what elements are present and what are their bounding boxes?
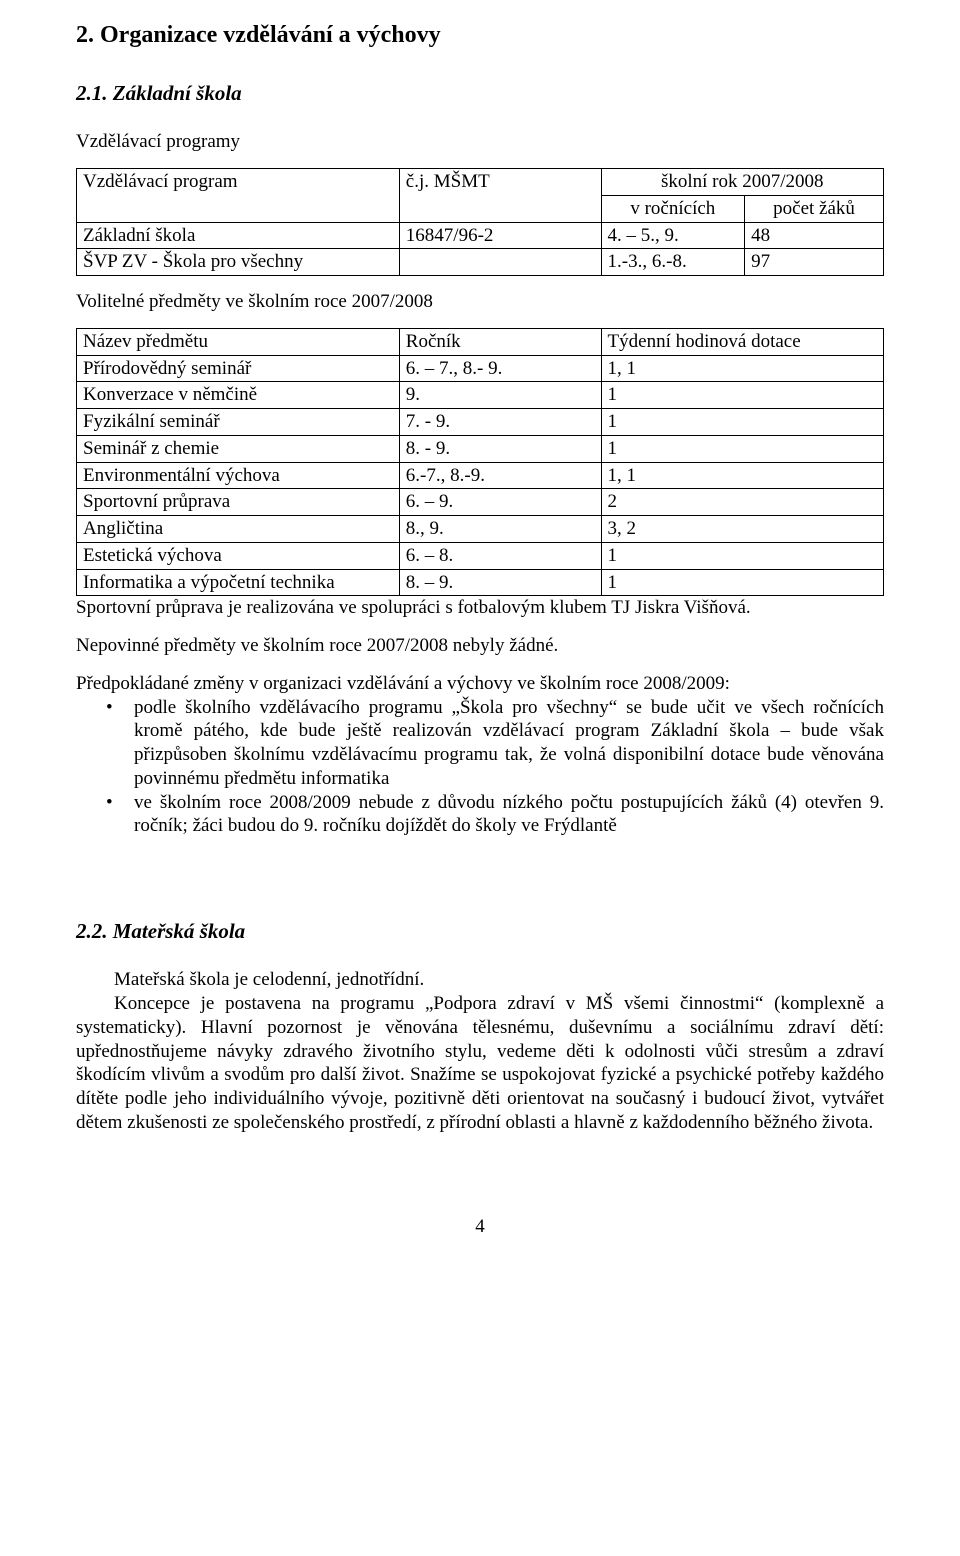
table-row: Název předmětu Ročník Týdenní hodinová d…	[77, 328, 884, 355]
table-cell: 16847/96-2	[399, 222, 601, 249]
changes-intro: Předpokládané změny v organizaci vzděláv…	[76, 672, 884, 696]
table-cell: 9.	[399, 382, 601, 409]
nonmandatory-note: Nepovinné předměty ve školním roce 2007/…	[76, 634, 884, 658]
optional-subjects-table: Název předmětu Ročník Týdenní hodinová d…	[76, 328, 884, 597]
list-item: podle školního vzdělávacího programu „Šk…	[76, 696, 884, 791]
table-cell: Sportovní průprava	[77, 489, 400, 516]
table-header-cell: Název předmětu	[77, 328, 400, 355]
table-cell: 1	[601, 542, 883, 569]
table-cell: 3, 2	[601, 516, 883, 543]
table-cell: 1	[601, 409, 883, 436]
table-row: Konverzace v němčině 9. 1	[77, 382, 884, 409]
section-heading: 2. Organizace vzdělávání a výchovy	[76, 20, 884, 50]
table-cell: 8. - 9.	[399, 435, 601, 462]
table-cell: 7. - 9.	[399, 409, 601, 436]
table-row: Estetická výchova 6. – 8. 1	[77, 542, 884, 569]
table-cell: Angličtina	[77, 516, 400, 543]
list-item: ve školním roce 2008/2009 nebude z důvod…	[76, 791, 884, 839]
table-cell: 1, 1	[601, 462, 883, 489]
table-cell: 1	[601, 435, 883, 462]
table-header-cell: Týdenní hodinová dotace	[601, 328, 883, 355]
programs-label: Vzdělávací programy	[76, 130, 884, 154]
table-cell: 1	[601, 382, 883, 409]
table-cell	[399, 249, 601, 276]
table-cell: Přírodovědný seminář	[77, 355, 400, 382]
table-cell: 6. – 8.	[399, 542, 601, 569]
subsection-heading-2: 2.2. Mateřská škola	[76, 918, 884, 944]
table-cell: 4. – 5., 9.	[601, 222, 745, 249]
table-cell: 6.-7., 8.-9.	[399, 462, 601, 489]
table-cell: Fyzikální seminář	[77, 409, 400, 436]
table-row: Sportovní průprava 6. – 9. 2	[77, 489, 884, 516]
table-cell: 48	[745, 222, 884, 249]
document-page: 2. Organizace vzdělávání a výchovy 2.1. …	[0, 0, 960, 1278]
table-header-cell: školní rok 2007/2008	[601, 169, 883, 196]
table-header-cell: počet žáků	[745, 195, 884, 222]
table-header-cell: Ročník	[399, 328, 601, 355]
table-cell: Konverzace v němčině	[77, 382, 400, 409]
subsection-heading-1: 2.1. Základní škola	[76, 80, 884, 106]
table-row: Základní škola 16847/96-2 4. – 5., 9. 48	[77, 222, 884, 249]
page-number: 4	[76, 1215, 884, 1239]
table-cell: 1, 1	[601, 355, 883, 382]
table-cell: Seminář z chemie	[77, 435, 400, 462]
table-row: Angličtina 8., 9. 3, 2	[77, 516, 884, 543]
table-cell: Estetická výchova	[77, 542, 400, 569]
table-cell: Informatika a výpočetní technika	[77, 569, 400, 596]
table-cell: 6. – 9.	[399, 489, 601, 516]
sport-note: Sportovní průprava je realizována ve spo…	[76, 596, 884, 620]
table-row: Přírodovědný seminář 6. – 7., 8.- 9. 1, …	[77, 355, 884, 382]
table-cell: 97	[745, 249, 884, 276]
table-row: ŠVP ZV - Škola pro všechny 1.-3., 6.-8. …	[77, 249, 884, 276]
programs-table: Vzdělávací program č.j. MŠMT školní rok …	[76, 168, 884, 276]
table-header-cell: Vzdělávací program	[77, 169, 400, 223]
optional-subjects-label: Volitelné předměty ve školním roce 2007/…	[76, 290, 884, 314]
table-row: Informatika a výpočetní technika 8. – 9.…	[77, 569, 884, 596]
table-cell: 8. – 9.	[399, 569, 601, 596]
spacer	[76, 858, 884, 918]
table-cell: Základní škola	[77, 222, 400, 249]
table-header-cell: v ročnících	[601, 195, 745, 222]
table-cell: 1	[601, 569, 883, 596]
changes-list: podle školního vzdělávacího programu „Šk…	[76, 696, 884, 839]
ms-paragraph-1: Mateřská škola je celodenní, jednotřídní…	[76, 968, 884, 992]
table-row: Vzdělávací program č.j. MŠMT školní rok …	[77, 169, 884, 196]
table-cell: ŠVP ZV - Škola pro všechny	[77, 249, 400, 276]
table-cell: 1.-3., 6.-8.	[601, 249, 745, 276]
table-header-cell: č.j. MŠMT	[399, 169, 601, 223]
table-row: Seminář z chemie 8. - 9. 1	[77, 435, 884, 462]
table-cell: 6. – 7., 8.- 9.	[399, 355, 601, 382]
ms-paragraph-2: Koncepce je postavena na programu „Podpo…	[76, 992, 884, 1135]
table-cell: Environmentální výchova	[77, 462, 400, 489]
table-row: Environmentální výchova 6.-7., 8.-9. 1, …	[77, 462, 884, 489]
table-cell: 8., 9.	[399, 516, 601, 543]
table-cell: 2	[601, 489, 883, 516]
table-row: Fyzikální seminář 7. - 9. 1	[77, 409, 884, 436]
